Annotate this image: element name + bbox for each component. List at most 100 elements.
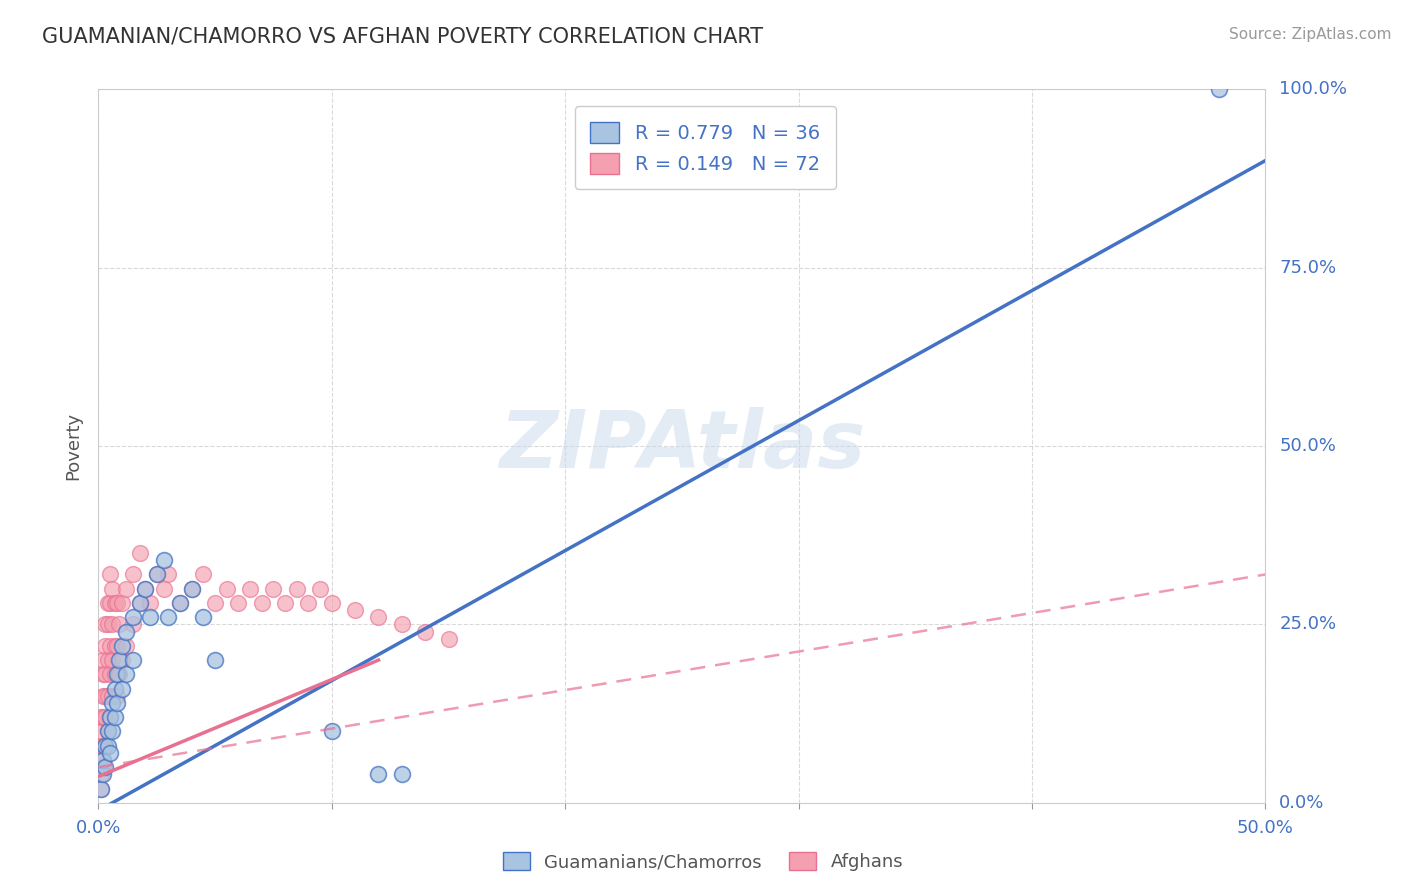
Point — [94, 739, 117, 753]
Point — [111, 681, 134, 696]
Point — [122, 610, 145, 624]
Point — [169, 596, 191, 610]
Point — [297, 596, 319, 610]
Point — [91, 739, 114, 753]
Point — [139, 596, 162, 610]
Point — [367, 610, 389, 624]
Point — [90, 724, 112, 739]
Point — [105, 696, 128, 710]
Point — [129, 596, 152, 610]
Point — [90, 781, 112, 796]
Point — [239, 582, 262, 596]
Point — [101, 653, 124, 667]
Legend: R = 0.779   N = 36, R = 0.149   N = 72: R = 0.779 N = 36, R = 0.149 N = 72 — [575, 106, 835, 189]
Point — [91, 667, 114, 681]
Point — [97, 653, 120, 667]
Point — [152, 582, 174, 596]
Point — [129, 596, 152, 610]
Point — [90, 710, 112, 724]
Point — [391, 617, 413, 632]
Point — [101, 724, 124, 739]
Point — [285, 582, 308, 596]
Point — [97, 739, 120, 753]
Point — [111, 653, 134, 667]
Point — [104, 596, 127, 610]
Point — [129, 546, 152, 560]
Point — [115, 667, 138, 681]
Point — [204, 653, 226, 667]
Y-axis label: Poverty: Poverty — [65, 412, 83, 480]
Point — [250, 596, 273, 610]
Point — [105, 667, 128, 681]
Point — [104, 639, 127, 653]
Point — [90, 767, 112, 781]
Point — [94, 617, 117, 632]
Point — [98, 639, 121, 653]
Point — [90, 781, 112, 796]
Point — [391, 767, 413, 781]
Point — [413, 624, 436, 639]
Point — [309, 582, 332, 596]
Point — [115, 582, 138, 596]
Point — [97, 689, 120, 703]
Point — [204, 596, 226, 610]
Point — [122, 653, 145, 667]
Point — [228, 596, 250, 610]
Text: 0.0%: 0.0% — [76, 820, 121, 838]
Point — [91, 767, 114, 781]
Point — [367, 767, 389, 781]
Point — [1208, 82, 1230, 96]
Text: 50.0%: 50.0% — [1237, 820, 1294, 838]
Point — [97, 596, 120, 610]
Point — [91, 760, 114, 774]
Point — [94, 689, 117, 703]
Point — [98, 710, 121, 724]
Point — [157, 567, 180, 582]
Point — [193, 610, 215, 624]
Point — [90, 753, 112, 767]
Point — [104, 667, 127, 681]
Point — [101, 696, 124, 710]
Point — [94, 667, 117, 681]
Point — [91, 689, 114, 703]
Point — [101, 582, 124, 596]
Point — [122, 567, 145, 582]
Text: 100.0%: 100.0% — [1279, 80, 1347, 98]
Point — [91, 753, 114, 767]
Point — [111, 596, 134, 610]
Text: GUAMANIAN/CHAMORRO VS AFGHAN POVERTY CORRELATION CHART: GUAMANIAN/CHAMORRO VS AFGHAN POVERTY COR… — [42, 27, 763, 46]
Point — [193, 567, 215, 582]
Point — [91, 710, 114, 724]
Point — [94, 760, 117, 774]
Point — [180, 582, 202, 596]
Point — [90, 739, 112, 753]
Text: 0.0%: 0.0% — [1279, 794, 1324, 812]
Point — [101, 617, 124, 632]
Point — [111, 639, 134, 653]
Text: 75.0%: 75.0% — [1279, 259, 1337, 277]
Text: 25.0%: 25.0% — [1279, 615, 1337, 633]
Point — [108, 667, 131, 681]
Point — [101, 689, 124, 703]
Point — [321, 596, 343, 610]
Point — [180, 582, 202, 596]
Point — [262, 582, 284, 596]
Point — [105, 596, 128, 610]
Point — [215, 582, 238, 596]
Point — [122, 617, 145, 632]
Point — [94, 639, 117, 653]
Point — [139, 610, 162, 624]
Legend: Guamanians/Chamorros, Afghans: Guamanians/Chamorros, Afghans — [495, 845, 911, 879]
Text: ZIPAtlas: ZIPAtlas — [499, 407, 865, 485]
Point — [169, 596, 191, 610]
Point — [105, 689, 128, 703]
Point — [344, 603, 367, 617]
Point — [146, 567, 169, 582]
Text: 50.0%: 50.0% — [1279, 437, 1336, 455]
Point — [97, 617, 120, 632]
Point — [134, 582, 156, 596]
Point — [115, 624, 138, 639]
Point — [98, 710, 121, 724]
Point — [94, 710, 117, 724]
Point — [115, 639, 138, 653]
